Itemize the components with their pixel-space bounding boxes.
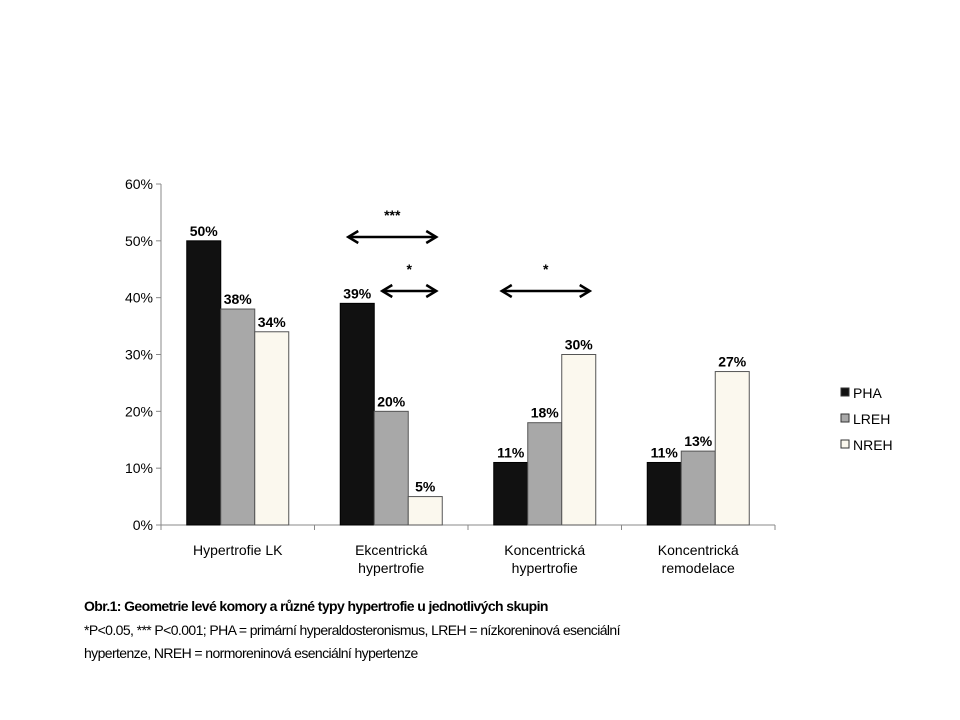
legend-swatch-nreh (840, 439, 850, 449)
y-tick-label: 0% (133, 517, 153, 533)
bar-lreh (527, 422, 563, 526)
legend-swatch-lreh (840, 413, 850, 423)
y-tick-label: 50% (125, 233, 153, 249)
bar-pha (493, 461, 529, 526)
data-label: 13% (684, 433, 713, 449)
data-label: 5% (415, 479, 436, 495)
bar-lreh (220, 308, 256, 526)
x-tick-label: Hypertrofie LK (193, 542, 283, 558)
x-tick-label: hypertrofie (358, 560, 424, 576)
data-label: 50% (190, 223, 219, 239)
y-tick-label: 60% (125, 176, 153, 192)
legend-label: NREH (853, 437, 893, 453)
data-label: 11% (497, 444, 525, 460)
data-label: 27% (718, 354, 747, 370)
bar-lreh (373, 410, 409, 526)
caption-title: Obr.1: Geometrie levé komory a různé typ… (84, 598, 548, 614)
bar-pha (646, 461, 682, 526)
bar-pha (186, 240, 222, 526)
arrowhead-right-icon (425, 283, 439, 299)
arrowhead-left-icon (379, 283, 393, 299)
bar-nreh (254, 331, 290, 526)
legend-swatch-pha (840, 387, 850, 397)
arrowhead-left-icon (345, 229, 359, 245)
bar-nreh (714, 371, 750, 526)
data-label: 38% (224, 291, 253, 307)
x-tick-label: remodelace (662, 560, 735, 576)
y-tick-label: 20% (125, 403, 153, 419)
data-label: 30% (565, 337, 594, 353)
x-tick-label: Ekcentrická (355, 542, 428, 558)
bar-lreh (680, 450, 716, 526)
data-label: 39% (343, 285, 372, 301)
significance-label: * (407, 261, 413, 277)
significance-label: *** (384, 207, 401, 223)
legend-label: LREH (853, 411, 890, 427)
y-tick-label: 40% (125, 290, 153, 306)
bar-pha (339, 302, 375, 526)
caption-note-line2: hypertenze, NREH = normoreninová esenciá… (84, 645, 418, 661)
data-label: 20% (377, 393, 406, 409)
data-label: 34% (258, 314, 287, 330)
arrowhead-right-icon (425, 229, 439, 245)
data-label: 11% (651, 444, 679, 460)
data-label: 18% (531, 405, 560, 421)
y-tick-label: 30% (125, 347, 153, 363)
x-tick-label: Koncentrická (504, 542, 585, 558)
bar-nreh (561, 354, 597, 526)
arrowhead-right-icon (579, 283, 593, 299)
x-tick-label: Koncentrická (658, 542, 739, 558)
arrowhead-left-icon (499, 283, 513, 299)
bar-nreh (407, 496, 443, 526)
legend-label: PHA (853, 385, 882, 401)
x-tick-label: hypertrofie (512, 560, 578, 576)
significance-label: * (543, 261, 549, 277)
y-tick-label: 10% (125, 460, 153, 476)
caption-note-line1: *P<0.05, *** P<0.001; PHA = primární hyp… (84, 622, 620, 638)
bar-chart: 0% 10% 20% 30% 40% 50% 60% Hypertrofie LK Ekcent… (125, 176, 893, 576)
